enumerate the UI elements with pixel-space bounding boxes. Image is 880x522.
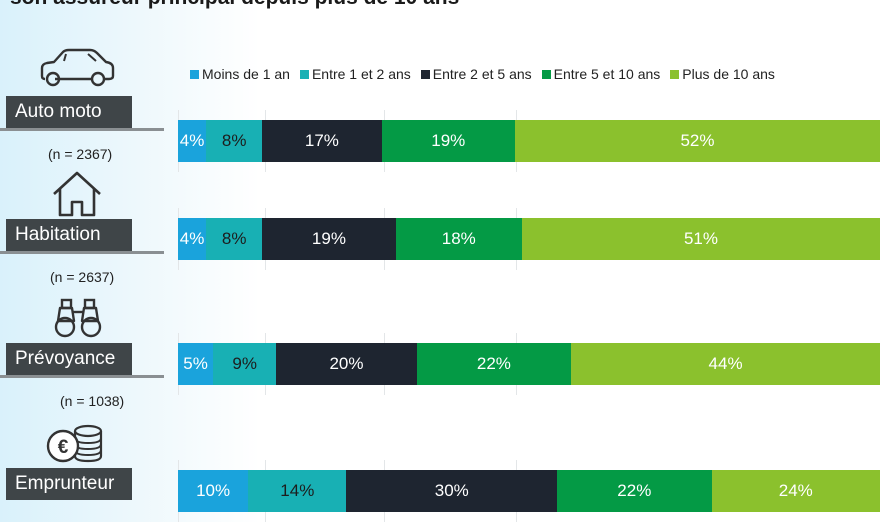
bar-segment: 19% [381,120,515,162]
bar-value-label: 18% [441,229,476,248]
bar-value-label: 44% [708,354,743,373]
bar-value-label: 10% [196,481,231,500]
bar-value-label: 24% [778,481,813,500]
car-icon [40,48,115,87]
bar-value-label: 19% [431,131,466,150]
bar-value-label: 5% [183,354,208,373]
legend-item: Moins de 1 an [190,66,290,82]
legend-item: Plus de 10 ans [670,66,775,82]
category-divider [0,375,164,378]
bar-segment: 24% [711,470,880,512]
legend-label: Entre 2 et 5 ans [432,66,532,82]
category-label: Habitation [6,219,132,251]
bar-segment: 8% [206,120,263,162]
bar-value-label: 4% [179,229,205,248]
bar-value-label: 51% [683,229,718,248]
bar-segment: 44% [571,343,880,385]
legend-label: Entre 5 et 10 ans [553,66,661,82]
binoculars-icon [54,298,102,338]
bar-segment: 20% [276,343,417,385]
bar-segment: 19% [262,218,396,260]
bar-segment: 4% [178,120,207,162]
legend-swatch [670,69,680,79]
bar-segment: 52% [514,120,880,162]
bar-segment: 9% [213,343,277,385]
legend-item: Entre 1 et 2 ans [299,66,411,82]
bar-value-label: 22% [476,354,511,373]
bar-segment: 17% [262,120,382,162]
svg-text:€: € [58,437,69,458]
category-label: Emprunteur [6,468,132,500]
bar-segment: 10% [178,470,249,512]
legend: Moins de 1 an Entre 1 et 2 ans Entre 2 et … [190,66,785,82]
sample-size-label: (n = 2637) [50,269,115,285]
sample-size-label: (n = 1038) [60,393,125,409]
bar-segment: 22% [416,343,572,385]
legend-label: Entre 1 et 2 ans [311,66,411,82]
bar-segment: 18% [395,218,522,260]
sample-size-label: (n = 2367) [48,146,113,162]
category-divider [0,251,164,254]
bar-value-label: 4% [179,131,205,150]
bar-value-label: 14% [280,481,315,500]
bar-value-label: 22% [617,481,652,500]
bar-value-label: 19% [311,229,346,248]
bar-value-label: 17% [304,131,339,150]
bar-value-label: 8% [221,229,247,248]
bar-value-label: 9% [232,354,257,373]
bar-value-label: 20% [329,354,364,373]
bar-segment: 5% [178,343,214,385]
euro-coins-icon: € [46,424,103,463]
legend-item: Entre 5 et 10 ans [541,66,661,82]
bar-segment: 8% [206,218,263,260]
legend-label: Moins de 1 an [202,66,290,82]
bar-segment: 14% [248,470,347,512]
bar-value-label: 8% [221,131,247,150]
legend-swatch [541,69,551,79]
chart-title: son assureur principal depuis plus de 10… [10,0,459,10]
legend-label: Plus de 10 ans [682,66,775,82]
bar-segment: 4% [178,218,207,260]
legend-swatch [299,69,309,79]
legend-swatch [190,69,199,79]
legend-swatch [420,69,430,79]
bar-value-label: 30% [434,481,469,500]
bar-segment: 51% [521,218,880,260]
bar-segment: 30% [346,470,558,512]
category-divider [0,128,164,131]
bar-value-label: 52% [680,131,715,150]
category-label: Auto moto [6,96,132,128]
bar-segment: 22% [557,470,712,512]
house-icon [53,171,101,217]
category-label: Prévoyance [6,343,132,375]
legend-item: Entre 2 et 5 ans [420,66,532,82]
